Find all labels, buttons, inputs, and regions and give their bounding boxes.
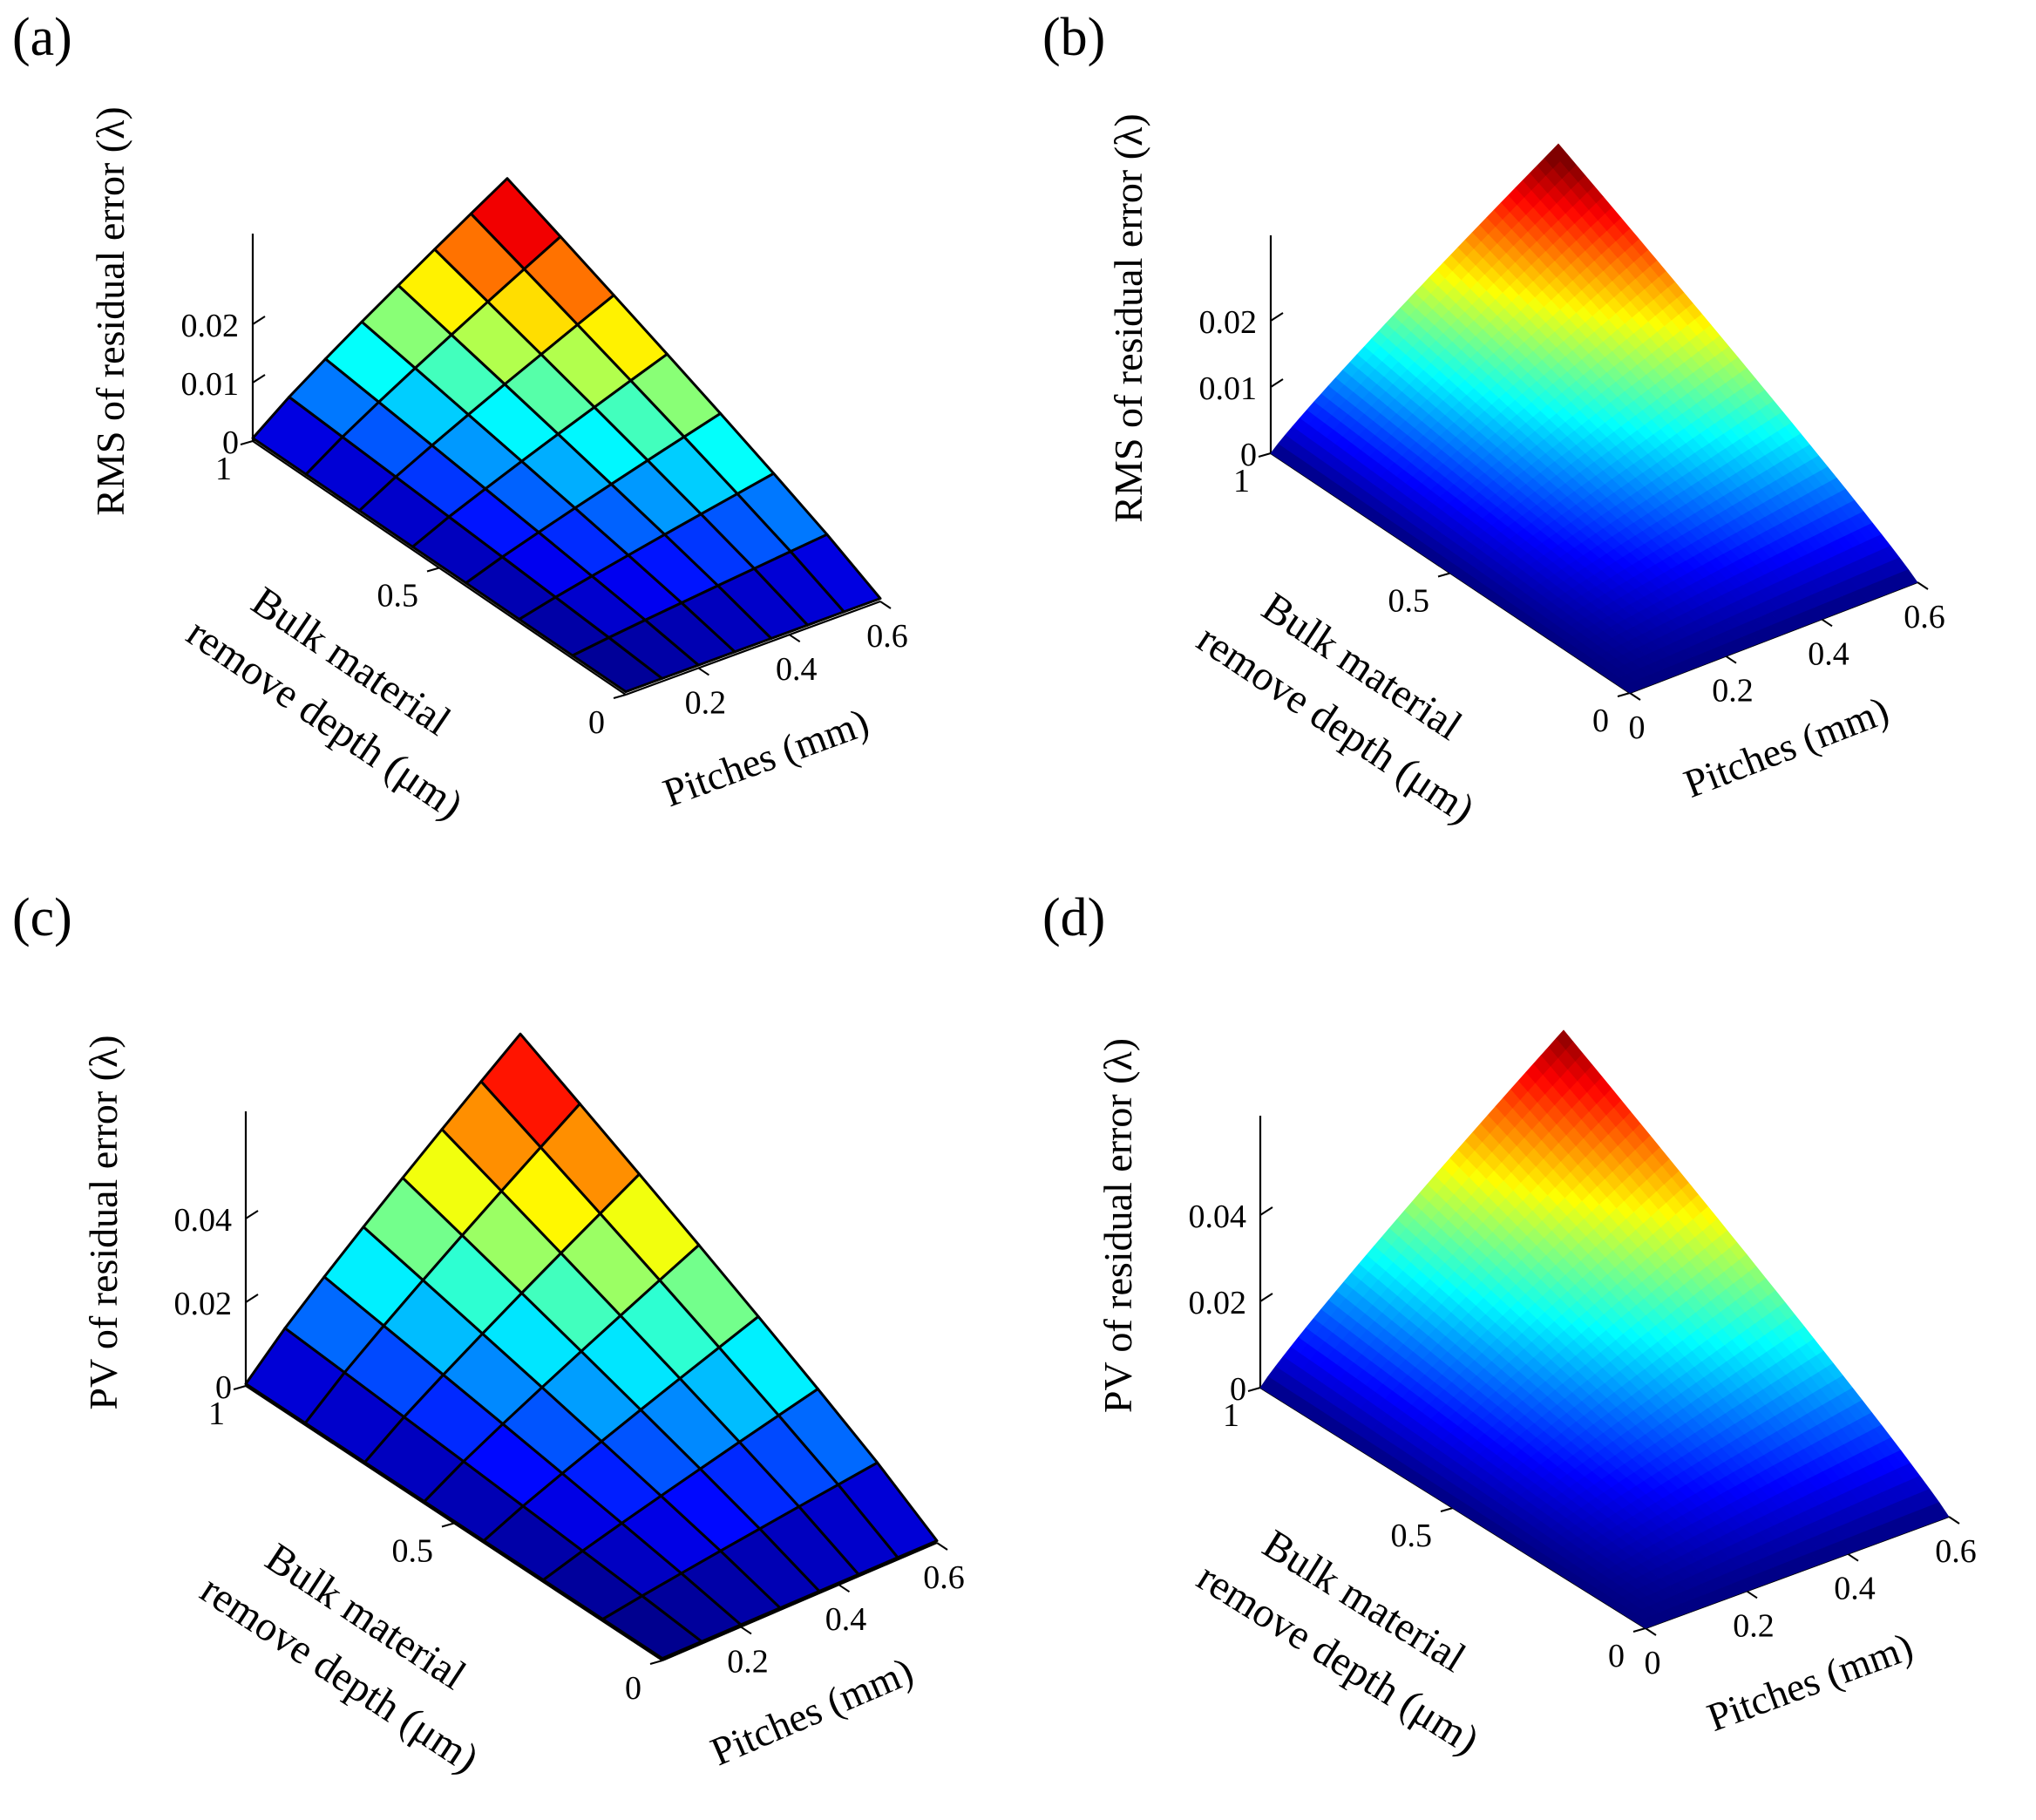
y-tick (1440, 1507, 1454, 1512)
x-tick-label: 0.4 (1834, 1571, 1876, 1607)
surface-cell (571, 636, 664, 694)
z-tick-label: 0.04 (1189, 1199, 1247, 1235)
surface (244, 1032, 939, 1660)
y-tick-label: 0.5 (1388, 583, 1430, 620)
z-tick (245, 1210, 259, 1219)
y-tick-label: 0 (588, 704, 605, 741)
x-tick (936, 1542, 948, 1551)
z-axis-label: RMS of residual error (λ) (1106, 113, 1150, 522)
x-tick (838, 1584, 851, 1593)
y-tick-label: 1 (215, 451, 232, 487)
z-tick-label: 0 (1230, 1371, 1246, 1408)
x-tick-label: 0.6 (1935, 1533, 1977, 1570)
z-tick-label: 0 (215, 1369, 232, 1406)
z-tick (1259, 1293, 1273, 1302)
y-tick (1617, 692, 1631, 697)
chart-c: 0 0.02 0.04 0 0.5 1 0.2 0.4 0.6 PV of residual er… (81, 1032, 965, 1782)
x-axis-line (625, 600, 881, 696)
y-tick-label: 0 (1608, 1638, 1625, 1674)
z-tick-label: 0.02 (174, 1286, 233, 1322)
x-tick (1629, 692, 1641, 701)
y-tick (1258, 452, 1272, 458)
x-tick-label: 0.4 (776, 651, 818, 688)
surface-cell (601, 1594, 703, 1660)
z-tick (252, 374, 266, 384)
y-tick-label: 0.5 (392, 1533, 434, 1570)
surface-cell (1635, 1619, 1653, 1629)
y-tick (426, 567, 440, 573)
x-tick-label: 0.2 (685, 684, 727, 721)
panel-label-d: (d) (1042, 888, 1106, 947)
x-tick-label: 0.2 (1733, 1607, 1775, 1644)
y-tick-label: 1 (1233, 463, 1250, 499)
x-tick-label: 0 (1645, 1645, 1661, 1681)
y-tick (441, 1522, 455, 1528)
axes: 0 0.01 0.02 0 0.5 1 0.2 0.4 0.6 (181, 234, 908, 741)
z-tick-label: 0.04 (174, 1202, 233, 1239)
x-tick (1917, 581, 1929, 590)
y-tick (240, 440, 254, 445)
x-tick (697, 667, 709, 676)
x-tick (1645, 1627, 1657, 1636)
axes: 0 0.02 0.04 0 0.5 1 0.2 0.4 0.6 (174, 1111, 965, 1707)
x-tick (1725, 655, 1737, 664)
x-tick-label: 0 (1629, 710, 1646, 746)
x-tick-label: 0.4 (1808, 635, 1849, 672)
x-tick (1746, 1590, 1758, 1599)
y-tick-label: 0 (1592, 703, 1609, 739)
z-axis-label: RMS of residual error (λ) (88, 106, 132, 515)
y-tick (613, 694, 627, 699)
z-tick (1270, 378, 1284, 388)
x-tick-label: 0.6 (866, 618, 908, 655)
x-axis-line (662, 1541, 938, 1662)
y-tick-label: 1 (208, 1396, 225, 1432)
y-tick-label: 1 (1223, 1397, 1239, 1434)
surface-cell (1620, 683, 1638, 694)
x-tick (789, 634, 801, 643)
x-tick-label: 0.6 (1904, 599, 1945, 635)
x-tick-label: 0.2 (727, 1643, 769, 1680)
z-axis-label: PV of residual error (λ) (1096, 1038, 1140, 1413)
z-axis-label: PV of residual error (λ) (81, 1035, 126, 1409)
y-tick-label: 0 (625, 1670, 641, 1707)
z-tick-label: 0.01 (181, 366, 240, 403)
y-tick-label: 0.5 (377, 578, 419, 615)
z-tick-label: 0.01 (1199, 370, 1258, 407)
z-tick-label: 0 (222, 424, 239, 461)
x-tick-label: 0.4 (825, 1601, 867, 1638)
y-tick (1632, 1627, 1646, 1633)
x-tick-label: 0.2 (1712, 673, 1754, 710)
x-tick (1847, 1552, 1859, 1562)
z-tick-label: 0.02 (181, 308, 240, 344)
y-tick (1437, 572, 1451, 578)
x-tick (879, 601, 892, 609)
z-tick-label: 0 (1240, 437, 1257, 473)
y-tick (649, 1660, 663, 1665)
chart-a: 0 0.01 0.02 0 0.5 1 0.2 0.4 0.6 RMS of residual e… (88, 106, 908, 828)
surface (1270, 143, 1918, 694)
z-tick (245, 1294, 259, 1303)
x-tick (740, 1626, 752, 1635)
x-tick (1821, 618, 1833, 628)
x-axis-label: Pitches (mm) (1678, 688, 1894, 806)
x-tick-label: 0.6 (923, 1559, 965, 1596)
y-tick (233, 1385, 247, 1390)
panel-label-c: (c) (12, 888, 72, 947)
z-tick-label: 0.02 (1189, 1285, 1247, 1321)
y-tick (1247, 1387, 1261, 1392)
z-tick (1259, 1206, 1273, 1216)
z-tick-label: 0.02 (1199, 304, 1258, 341)
y-tick-label: 0.5 (1391, 1518, 1433, 1554)
x-tick (1948, 1516, 1960, 1525)
surface (1259, 1029, 1950, 1629)
z-tick (1270, 312, 1284, 322)
panel-label-a: (a) (12, 8, 72, 67)
panel-label-b: (b) (1042, 8, 1106, 67)
surface (251, 177, 882, 694)
z-tick (252, 316, 266, 325)
